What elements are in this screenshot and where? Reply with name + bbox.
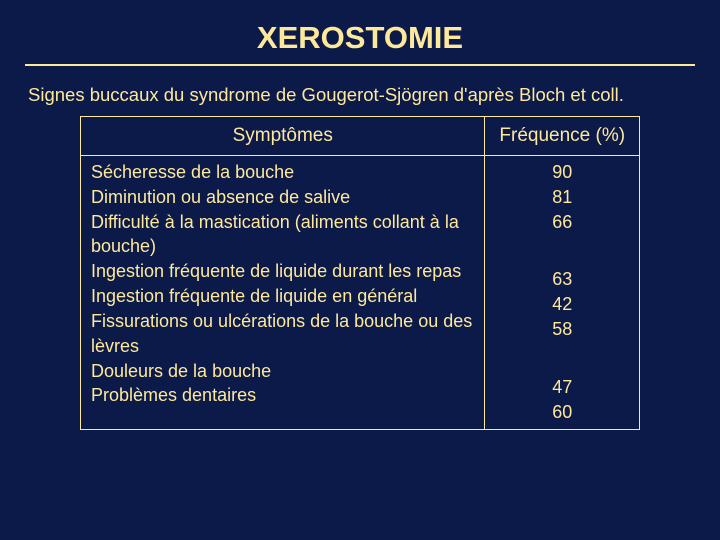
header-frequency: Fréquence (%) — [485, 117, 640, 156]
symptom-line: Difficulté à la mastication (aliments co… — [91, 210, 474, 235]
freq-value: 58 — [495, 317, 629, 342]
freq-spacer — [495, 234, 629, 258]
symptom-line: Problèmes dentaires — [91, 383, 474, 408]
symptom-line: bouche) — [91, 234, 474, 259]
header-symptoms: Symptômes — [81, 117, 485, 156]
slide-title: XEROSTOMIE — [0, 0, 720, 64]
title-underline — [25, 64, 695, 66]
freq-gap — [495, 366, 629, 375]
freq-value: 47 — [495, 375, 629, 400]
symptoms-table: Symptômes Fréquence (%) Sécheresse de la… — [80, 116, 640, 430]
table-row: Sécheresse de la bouche Diminution ou ab… — [81, 156, 640, 430]
freq-value: 81 — [495, 185, 629, 210]
frequency-cell: 90 81 66 63 42 58 47 60 — [485, 156, 640, 430]
symptoms-cell: Sécheresse de la bouche Diminution ou ab… — [81, 156, 485, 430]
symptom-list: Sécheresse de la bouche Diminution ou ab… — [91, 160, 474, 408]
freq-value: 66 — [495, 210, 629, 235]
table-header-row: Symptômes Fréquence (%) — [81, 117, 640, 156]
freq-spacer — [495, 342, 629, 366]
freq-value: 63 — [495, 267, 629, 292]
symptom-line: Douleurs de la bouche — [91, 359, 474, 384]
slide-subtitle: Signes buccaux du syndrome de Gougerot-S… — [28, 84, 692, 106]
frequency-list: 90 81 66 63 42 58 47 60 — [495, 160, 629, 425]
symptom-line: Diminution ou absence de salive — [91, 185, 474, 210]
symptom-line: Ingestion fréquente de liquide durant le… — [91, 259, 474, 284]
symptom-line: Fissurations ou ulcérations de la bouche… — [91, 309, 474, 334]
freq-gap — [495, 258, 629, 267]
freq-value: 42 — [495, 292, 629, 317]
slide: XEROSTOMIE Signes buccaux du syndrome de… — [0, 0, 720, 540]
symptom-line: Sécheresse de la bouche — [91, 160, 474, 185]
symptom-line: Ingestion fréquente de liquide en généra… — [91, 284, 474, 309]
symptom-line: lèvres — [91, 334, 474, 359]
freq-value: 60 — [495, 400, 629, 425]
freq-value: 90 — [495, 160, 629, 185]
